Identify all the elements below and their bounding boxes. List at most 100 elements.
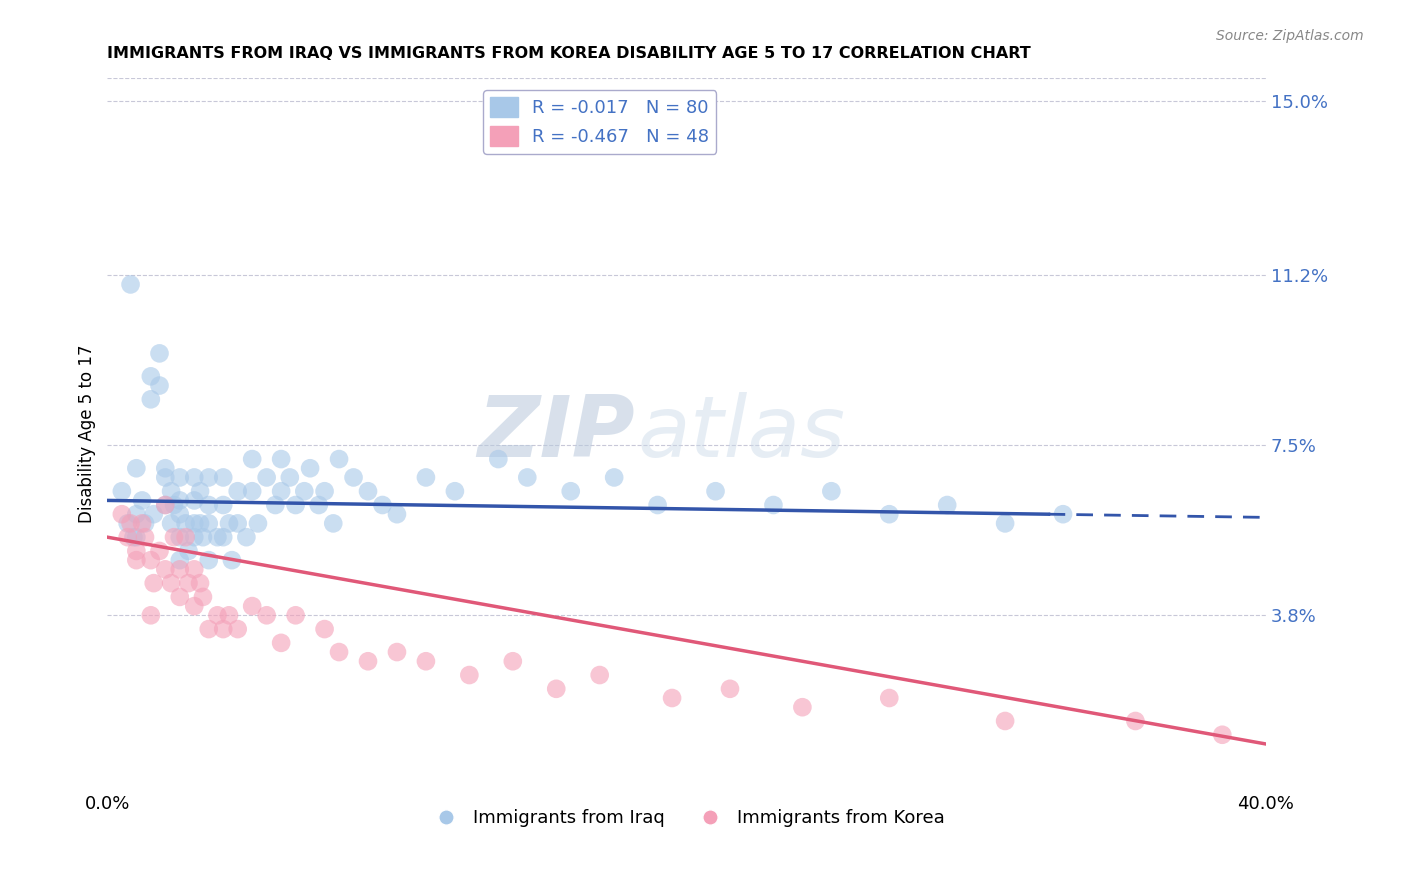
Point xyxy=(877,507,900,521)
Point xyxy=(718,681,741,696)
Point xyxy=(169,493,191,508)
Point xyxy=(820,484,842,499)
Point xyxy=(120,277,142,292)
Point xyxy=(142,576,165,591)
Point xyxy=(385,507,408,521)
Point xyxy=(174,530,197,544)
Legend: Immigrants from Iraq, Immigrants from Korea: Immigrants from Iraq, Immigrants from Ko… xyxy=(420,802,952,834)
Point xyxy=(704,484,727,499)
Point xyxy=(131,516,153,531)
Point xyxy=(155,470,177,484)
Point xyxy=(183,493,205,508)
Point xyxy=(131,493,153,508)
Point xyxy=(207,530,229,544)
Point xyxy=(212,470,235,484)
Point xyxy=(197,470,219,484)
Text: ZIP: ZIP xyxy=(477,392,634,475)
Point xyxy=(183,599,205,613)
Point xyxy=(284,608,307,623)
Point xyxy=(647,498,669,512)
Point xyxy=(502,654,524,668)
Point xyxy=(139,608,162,623)
Point xyxy=(762,498,785,512)
Point xyxy=(111,484,134,499)
Point xyxy=(486,452,509,467)
Point xyxy=(589,668,612,682)
Point xyxy=(197,498,219,512)
Point xyxy=(212,530,235,544)
Point xyxy=(197,516,219,531)
Point xyxy=(155,562,177,576)
Point xyxy=(314,622,336,636)
Point xyxy=(256,608,278,623)
Point xyxy=(218,516,240,531)
Point xyxy=(994,516,1017,531)
Point xyxy=(270,484,292,499)
Point xyxy=(207,608,229,623)
Point xyxy=(328,645,350,659)
Point xyxy=(292,484,315,499)
Point xyxy=(117,516,139,531)
Point xyxy=(139,369,162,384)
Point xyxy=(877,691,900,706)
Point xyxy=(385,645,408,659)
Point xyxy=(212,622,235,636)
Point xyxy=(120,516,142,531)
Text: Source: ZipAtlas.com: Source: ZipAtlas.com xyxy=(1216,29,1364,43)
Point xyxy=(218,608,240,623)
Point xyxy=(444,484,467,499)
Point xyxy=(240,484,263,499)
Point xyxy=(117,530,139,544)
Point xyxy=(235,530,257,544)
Point xyxy=(188,516,211,531)
Point xyxy=(270,452,292,467)
Point xyxy=(197,622,219,636)
Point xyxy=(191,530,214,544)
Point xyxy=(308,498,330,512)
Point xyxy=(188,484,211,499)
Point xyxy=(177,576,200,591)
Point xyxy=(148,346,170,360)
Point xyxy=(1211,728,1233,742)
Point xyxy=(183,516,205,531)
Point xyxy=(342,470,364,484)
Point xyxy=(134,530,156,544)
Point xyxy=(357,654,380,668)
Point xyxy=(516,470,538,484)
Point xyxy=(169,530,191,544)
Point xyxy=(328,452,350,467)
Point xyxy=(197,553,219,567)
Point xyxy=(155,498,177,512)
Point xyxy=(174,516,197,531)
Point xyxy=(936,498,959,512)
Point xyxy=(163,530,186,544)
Point xyxy=(256,470,278,484)
Point xyxy=(661,691,683,706)
Point xyxy=(125,553,148,567)
Point xyxy=(183,530,205,544)
Y-axis label: Disability Age 5 to 17: Disability Age 5 to 17 xyxy=(79,344,96,523)
Point xyxy=(134,516,156,531)
Point xyxy=(111,507,134,521)
Point xyxy=(155,498,177,512)
Point xyxy=(125,461,148,475)
Point xyxy=(183,470,205,484)
Point xyxy=(169,590,191,604)
Point xyxy=(177,544,200,558)
Point xyxy=(142,507,165,521)
Point xyxy=(226,516,249,531)
Point xyxy=(139,392,162,407)
Point xyxy=(264,498,287,512)
Point xyxy=(169,507,191,521)
Point xyxy=(160,484,183,499)
Point xyxy=(188,576,211,591)
Point xyxy=(415,470,437,484)
Point xyxy=(357,484,380,499)
Point xyxy=(125,530,148,544)
Point xyxy=(240,599,263,613)
Point xyxy=(546,681,568,696)
Point xyxy=(284,498,307,512)
Point xyxy=(792,700,814,714)
Point xyxy=(221,553,243,567)
Point xyxy=(240,452,263,467)
